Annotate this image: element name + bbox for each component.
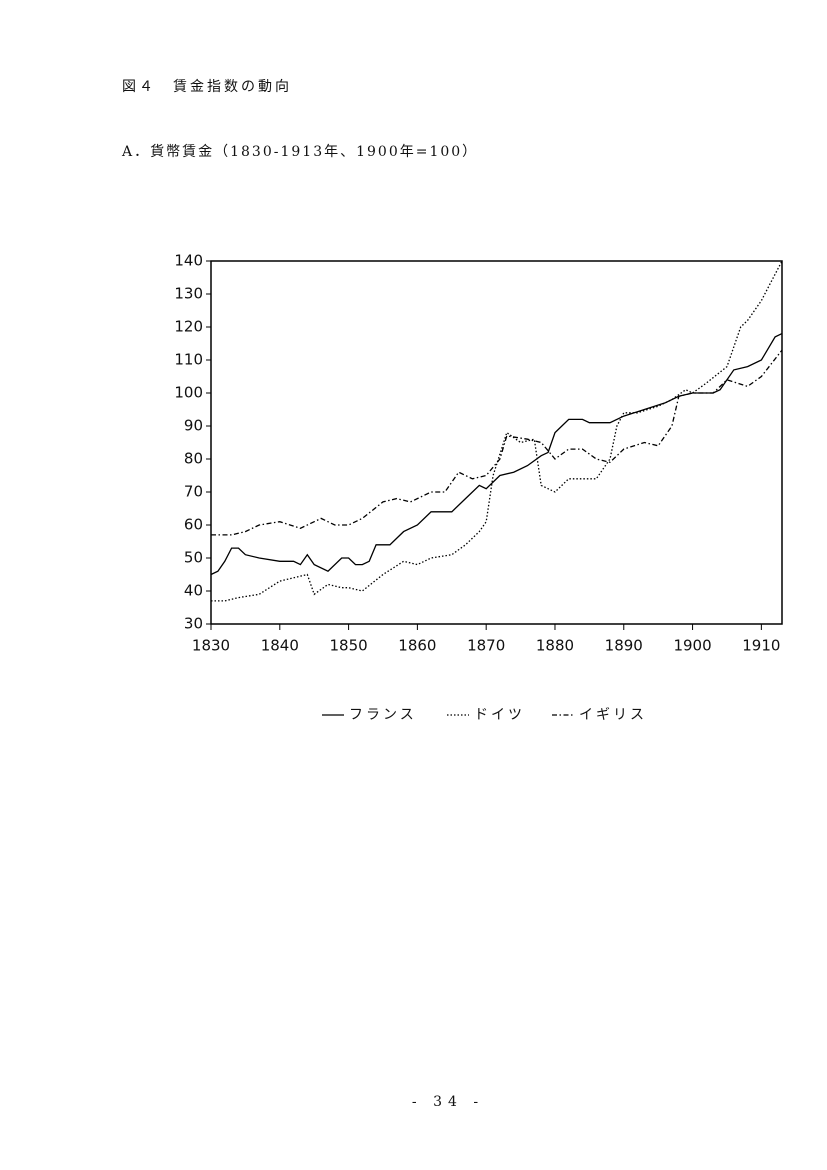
chart-title: A．貨幣賃金（1830-1913年、1900年=100）	[121, 143, 478, 160]
x-tick-label: 1860	[398, 637, 436, 655]
y-tick-label: 60	[184, 516, 203, 534]
legend: フランス ドイツ イギリス	[322, 707, 647, 723]
legend-label: フランス	[349, 707, 417, 723]
x-tick-label: 1880	[536, 637, 574, 655]
y-tick-label: 70	[184, 483, 203, 501]
page-number: - 34 -	[412, 1094, 484, 1110]
y-tick-label: 100	[174, 384, 203, 402]
y-tick-label: 110	[174, 351, 203, 369]
y-tick-label: 80	[184, 450, 203, 468]
x-tick-label: 1870	[467, 637, 505, 655]
y-tick-label: 50	[184, 549, 203, 567]
series-line	[210, 333, 783, 576]
y-tick-label: 40	[184, 582, 203, 600]
y-tick-label: 30	[184, 615, 203, 633]
x-tick-label: 1840	[261, 637, 299, 655]
figure-title: 図４ 賃金指数の動向	[122, 79, 292, 95]
x-tick-label: 1910	[742, 637, 780, 655]
series-line	[211, 349, 783, 536]
y-tick-label: 140	[174, 252, 203, 270]
series-line	[211, 260, 783, 602]
x-tick-label: 1900	[673, 637, 711, 655]
legend-label: ドイツ	[474, 707, 525, 723]
axes: 30 40 50 60 70 80 90 100 110 120 130 140 1830 1840 185…	[174, 252, 783, 655]
x-tick-label: 1830	[192, 637, 230, 655]
x-tick-label: 1890	[605, 637, 643, 655]
plot-frame	[210, 260, 783, 625]
legend-label: イギリス	[579, 707, 647, 723]
x-tick-label: 1850	[329, 637, 367, 655]
y-tick-label: 120	[174, 318, 203, 336]
y-tick-label: 90	[184, 417, 203, 435]
y-tick-label: 130	[174, 285, 203, 303]
